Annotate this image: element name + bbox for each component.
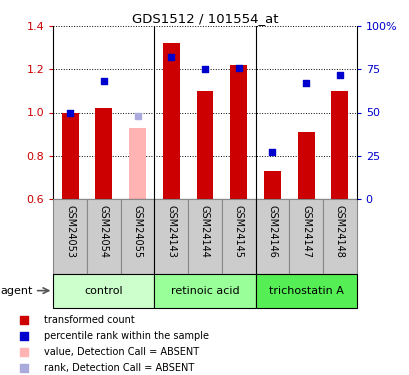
Bar bbox=[255, 199, 289, 274]
Point bbox=[351, 308, 357, 314]
Text: GSM24148: GSM24148 bbox=[334, 205, 344, 258]
Bar bbox=[255, 274, 356, 308]
Point bbox=[134, 113, 141, 119]
Text: retinoic acid: retinoic acid bbox=[170, 286, 239, 296]
Point bbox=[235, 64, 241, 70]
Bar bbox=[129, 128, 146, 199]
Point bbox=[67, 110, 73, 116]
Bar bbox=[53, 199, 87, 274]
Point bbox=[100, 78, 107, 84]
Bar bbox=[188, 199, 221, 274]
Bar bbox=[154, 274, 255, 308]
Bar bbox=[196, 91, 213, 199]
Bar bbox=[289, 199, 322, 274]
Text: GSM24147: GSM24147 bbox=[300, 205, 310, 258]
Bar bbox=[53, 274, 154, 308]
Text: value, Detection Call = ABSENT: value, Detection Call = ABSENT bbox=[44, 347, 199, 357]
Point bbox=[302, 80, 309, 86]
Bar bbox=[221, 199, 255, 274]
Text: control: control bbox=[84, 286, 123, 296]
Point bbox=[351, 18, 357, 24]
Text: agent: agent bbox=[1, 286, 33, 296]
Point bbox=[168, 54, 174, 60]
Bar bbox=[120, 199, 154, 274]
Bar bbox=[297, 132, 314, 199]
Bar bbox=[330, 91, 347, 199]
Text: transformed count: transformed count bbox=[44, 315, 135, 325]
Bar bbox=[62, 112, 79, 199]
Text: GSM24054: GSM24054 bbox=[99, 205, 109, 258]
Point bbox=[336, 72, 342, 78]
Text: GSM24053: GSM24053 bbox=[65, 205, 75, 258]
Text: GSM24143: GSM24143 bbox=[166, 205, 176, 258]
Text: GSM24145: GSM24145 bbox=[233, 205, 243, 258]
Bar bbox=[230, 65, 247, 199]
Text: percentile rank within the sample: percentile rank within the sample bbox=[44, 331, 209, 341]
Text: GSM24055: GSM24055 bbox=[132, 205, 142, 258]
Point bbox=[201, 66, 208, 72]
Text: trichostatin A: trichostatin A bbox=[268, 286, 343, 296]
Point bbox=[351, 162, 357, 168]
Title: GDS1512 / 101554_at: GDS1512 / 101554_at bbox=[131, 12, 278, 25]
Bar bbox=[322, 199, 356, 274]
Text: GSM24144: GSM24144 bbox=[200, 205, 209, 258]
Bar bbox=[95, 108, 112, 199]
Bar bbox=[87, 199, 120, 274]
Bar bbox=[263, 171, 280, 199]
Bar bbox=[154, 199, 188, 274]
Point bbox=[268, 149, 275, 155]
Text: GSM24146: GSM24146 bbox=[267, 205, 277, 258]
Text: rank, Detection Call = ABSENT: rank, Detection Call = ABSENT bbox=[44, 363, 194, 373]
Bar bbox=[162, 44, 179, 199]
